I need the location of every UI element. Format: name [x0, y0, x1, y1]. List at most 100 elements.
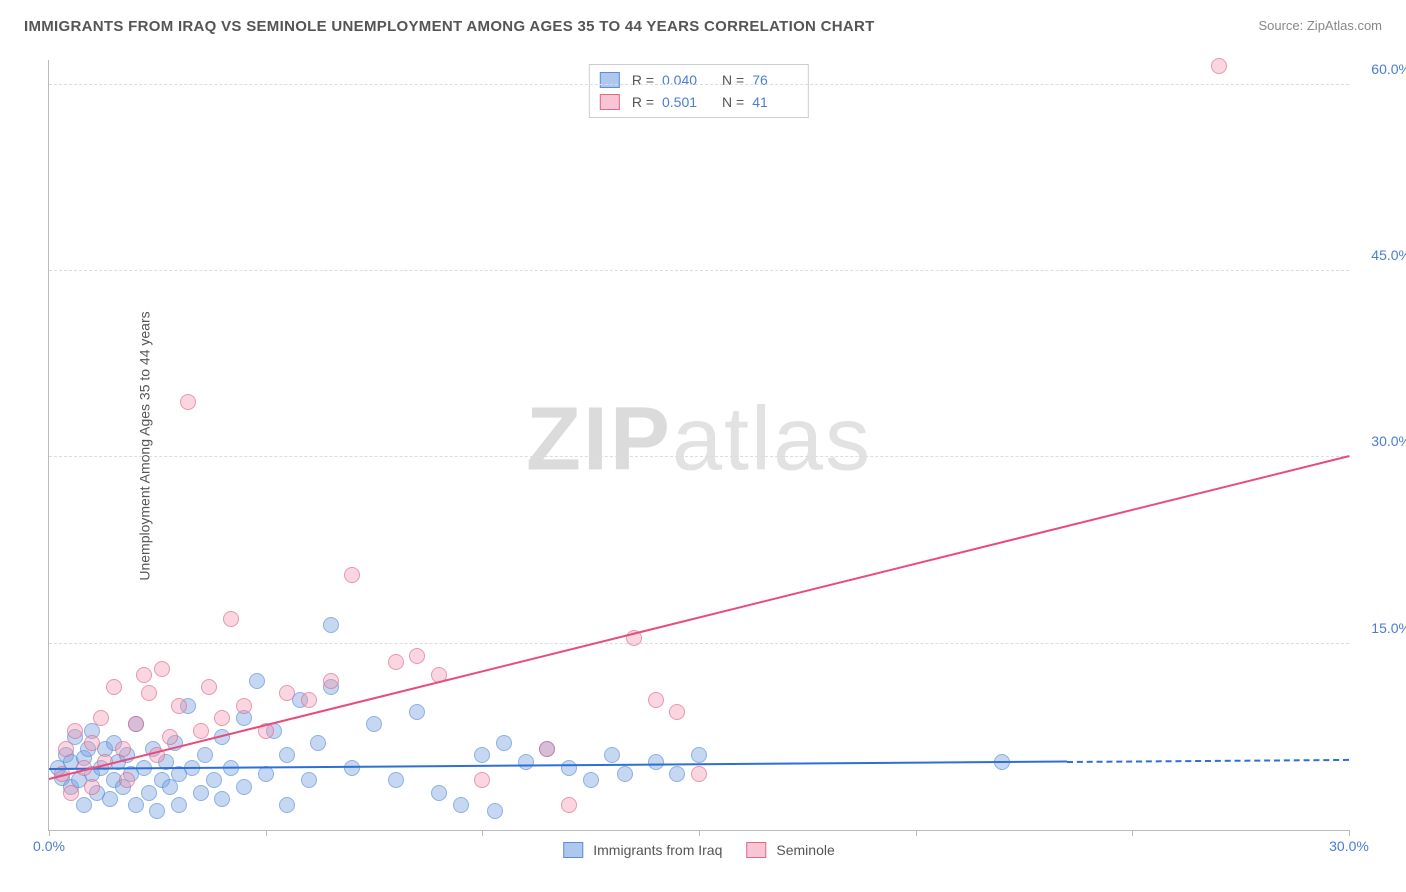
swatch-seminole-icon [746, 842, 766, 858]
point-iraq [258, 766, 274, 782]
x-tick-label: 0.0% [33, 838, 65, 854]
x-tick [916, 830, 917, 836]
gridline [49, 643, 1349, 644]
point-iraq [409, 704, 425, 720]
point-seminole [162, 729, 178, 745]
point-seminole [691, 766, 707, 782]
point-seminole [236, 698, 252, 714]
point-seminole [214, 710, 230, 726]
trendline [49, 455, 1349, 780]
legend-label-seminole: Seminole [776, 842, 834, 858]
point-seminole [93, 710, 109, 726]
y-tick-label: 60.0% [1371, 61, 1406, 77]
point-iraq [310, 735, 326, 751]
point-iraq [669, 766, 685, 782]
point-seminole [279, 685, 295, 701]
x-tick [482, 830, 483, 836]
point-iraq [171, 797, 187, 813]
point-seminole [193, 723, 209, 739]
n-value-iraq: 76 [752, 69, 798, 91]
point-seminole [136, 667, 152, 683]
gridline [49, 270, 1349, 271]
point-iraq [453, 797, 469, 813]
trendline-dashed [1067, 759, 1349, 763]
point-seminole [115, 741, 131, 757]
point-seminole [201, 679, 217, 695]
point-iraq [487, 803, 503, 819]
point-seminole [669, 704, 685, 720]
point-iraq [648, 754, 664, 770]
gridline [49, 84, 1349, 85]
gridline [49, 456, 1349, 457]
point-iraq [388, 772, 404, 788]
swatch-iraq-icon [563, 842, 583, 858]
point-iraq [141, 785, 157, 801]
plot-area: ZIPatlas R = 0.040 N = 76 R = 0.501 N = … [48, 60, 1349, 831]
legend-correlation: R = 0.040 N = 76 R = 0.501 N = 41 [589, 64, 809, 118]
point-seminole [84, 779, 100, 795]
point-seminole [539, 741, 555, 757]
point-seminole [67, 723, 83, 739]
point-seminole [1211, 58, 1227, 74]
point-seminole [561, 797, 577, 813]
point-seminole [344, 567, 360, 583]
point-seminole [84, 735, 100, 751]
point-seminole [180, 394, 196, 410]
point-iraq [206, 772, 222, 788]
point-iraq [323, 617, 339, 633]
legend-bottom: Immigrants from Iraq Seminole [563, 842, 835, 858]
point-iraq [617, 766, 633, 782]
point-seminole [409, 648, 425, 664]
point-iraq [214, 791, 230, 807]
point-seminole [171, 698, 187, 714]
point-iraq [249, 673, 265, 689]
point-iraq [193, 785, 209, 801]
point-seminole [154, 661, 170, 677]
swatch-seminole [600, 94, 620, 110]
point-seminole [58, 741, 74, 757]
point-seminole [119, 772, 135, 788]
point-iraq [604, 747, 620, 763]
point-iraq [518, 754, 534, 770]
point-seminole [474, 772, 490, 788]
point-iraq [474, 747, 490, 763]
r-value-seminole: 0.501 [662, 91, 708, 113]
r-value-iraq: 0.040 [662, 69, 708, 91]
point-iraq [561, 760, 577, 776]
y-tick-label: 15.0% [1371, 620, 1406, 636]
point-seminole [648, 692, 664, 708]
point-seminole [106, 679, 122, 695]
point-iraq [431, 785, 447, 801]
source-label: Source: ZipAtlas.com [1258, 18, 1382, 33]
x-tick [699, 830, 700, 836]
y-tick-label: 30.0% [1371, 433, 1406, 449]
point-iraq [279, 747, 295, 763]
point-iraq [197, 747, 213, 763]
x-tick [49, 830, 50, 836]
x-tick [1132, 830, 1133, 836]
point-iraq [496, 735, 512, 751]
point-iraq [149, 803, 165, 819]
x-tick [1349, 830, 1350, 836]
n-value-seminole: 41 [752, 91, 798, 113]
point-iraq [128, 797, 144, 813]
legend-label-iraq: Immigrants from Iraq [593, 842, 722, 858]
point-iraq [366, 716, 382, 732]
x-tick [266, 830, 267, 836]
point-iraq [344, 760, 360, 776]
point-iraq [236, 779, 252, 795]
chart-title: IMMIGRANTS FROM IRAQ VS SEMINOLE UNEMPLO… [24, 18, 875, 35]
point-iraq [102, 791, 118, 807]
legend-item-seminole: Seminole [746, 842, 834, 858]
point-iraq [583, 772, 599, 788]
legend-row-iraq: R = 0.040 N = 76 [600, 69, 798, 91]
point-seminole [63, 785, 79, 801]
x-tick-label: 30.0% [1329, 838, 1369, 854]
point-seminole [388, 654, 404, 670]
watermark: ZIPatlas [526, 388, 872, 491]
point-iraq [691, 747, 707, 763]
point-seminole [323, 673, 339, 689]
point-seminole [141, 685, 157, 701]
legend-item-iraq: Immigrants from Iraq [563, 842, 722, 858]
point-iraq [301, 772, 317, 788]
